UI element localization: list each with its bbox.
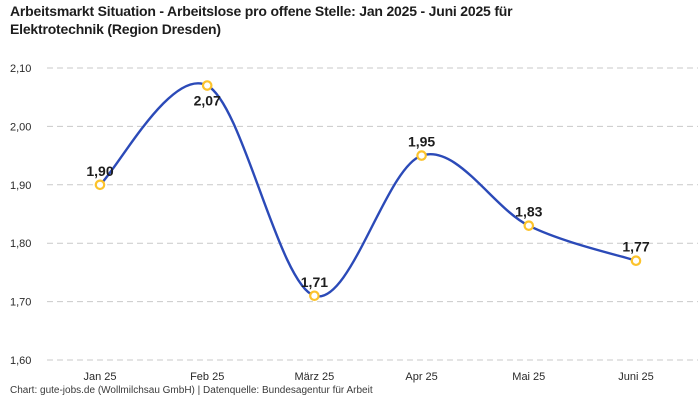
data-point[interactable] [201, 80, 213, 91]
y-tick-label: 1,60 [10, 355, 31, 367]
data-point-label: 2,07 [194, 93, 221, 109]
y-tick-label: 1,90 [10, 180, 31, 192]
data-point-label: 1,77 [622, 239, 649, 255]
chart-footer: Chart: gute-jobs.de (Wollmilchsau GmbH) … [10, 385, 373, 396]
x-tick-label: Feb 25 [190, 371, 224, 383]
data-point[interactable] [416, 150, 427, 161]
data-point[interactable] [630, 255, 642, 267]
x-tick-label: Mai 25 [512, 371, 545, 383]
data-point[interactable] [94, 179, 106, 191]
data-point[interactable] [523, 220, 535, 231]
data-point-label: 1,71 [301, 274, 328, 290]
trend-line [98, 82, 638, 298]
y-tick-label: 1,80 [10, 238, 31, 250]
x-tick-label: Jan 25 [83, 371, 116, 383]
data-point-label: 1,90 [86, 163, 113, 179]
chart-title: Arbeitsmarkt Situation - Arbeitslose pro… [10, 3, 513, 37]
y-tick-label: 2,00 [10, 121, 31, 133]
x-tick-label: März 25 [295, 371, 335, 383]
y-tick-label: 1,70 [10, 297, 31, 309]
data-point-label: 1,95 [408, 134, 435, 150]
data-point[interactable] [309, 290, 320, 302]
data-point-label: 1,83 [515, 204, 542, 220]
x-tick-label: Apr 25 [405, 371, 437, 383]
x-tick-label: Juni 25 [618, 371, 653, 383]
y-tick-label: 2,10 [10, 63, 31, 75]
